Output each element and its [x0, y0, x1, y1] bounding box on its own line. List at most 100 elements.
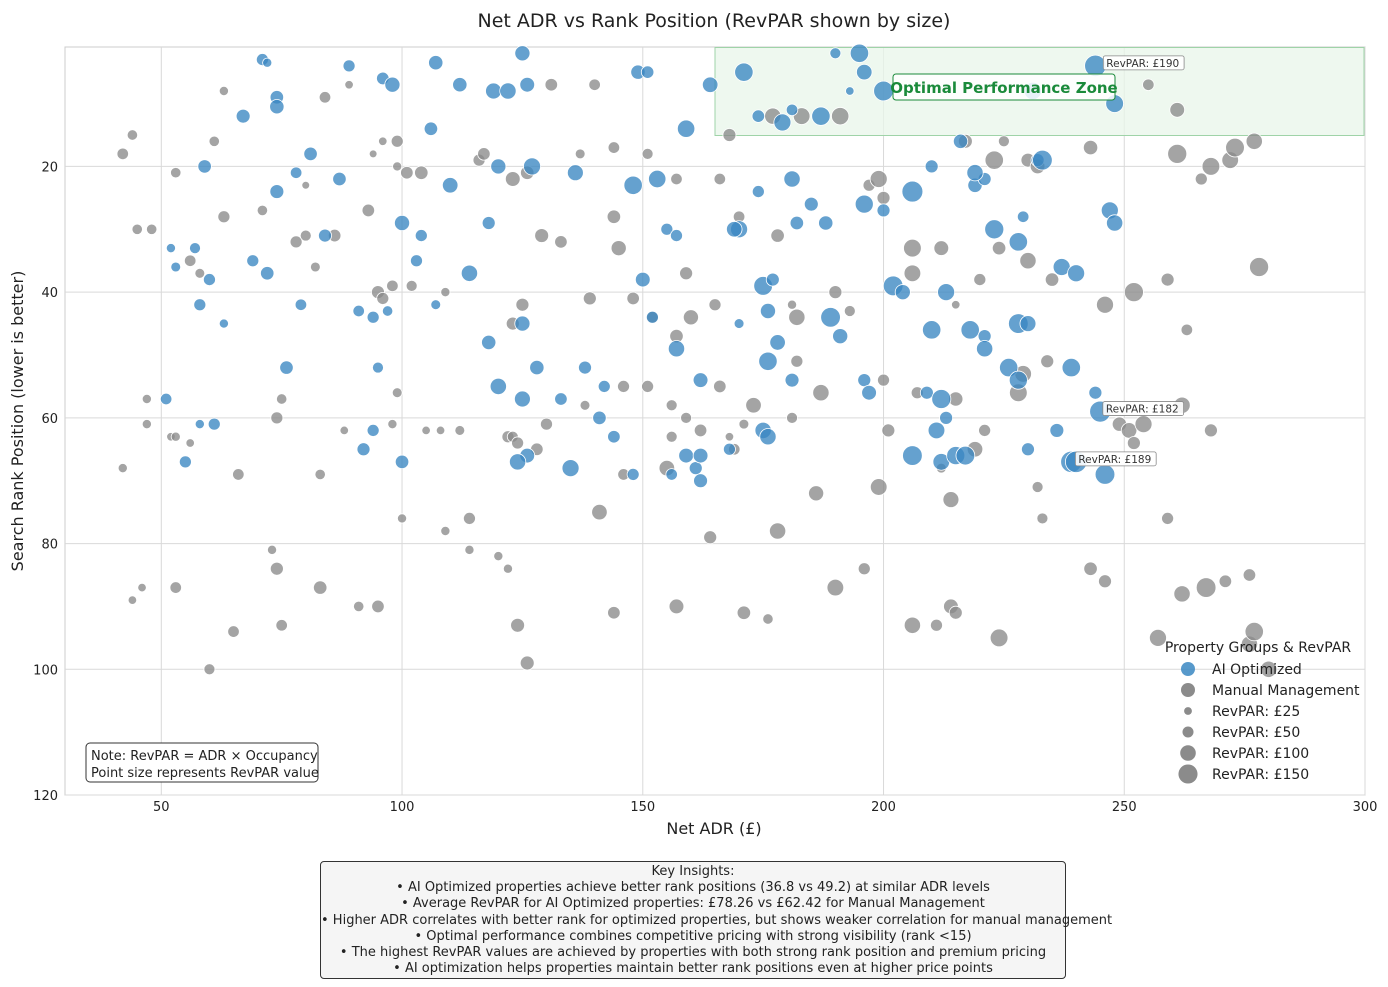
- manual-point: [414, 165, 429, 180]
- manual-point: [769, 522, 787, 540]
- ai-point: [645, 310, 659, 324]
- note-box: [85, 742, 319, 783]
- ai-point: [660, 222, 674, 236]
- manual-point: [930, 618, 943, 632]
- ai-point: [769, 334, 786, 351]
- chart-title: Net ADR vs Rank Position (RevPAR shown b…: [478, 10, 951, 32]
- manual-point: [116, 147, 129, 161]
- manual-point: [504, 171, 521, 187]
- manual-point: [933, 240, 950, 256]
- ai-point: [332, 171, 347, 187]
- ai-point: [1094, 464, 1116, 485]
- manual-point: [1096, 295, 1114, 314]
- manual-point: [390, 134, 404, 148]
- manual-point: [1161, 511, 1175, 525]
- ai-point: [901, 180, 924, 203]
- manual-point: [606, 209, 622, 224]
- ai-point: [592, 410, 607, 426]
- y-tick-label: 120: [33, 789, 58, 804]
- manual-point: [1194, 172, 1208, 186]
- manual-point: [540, 417, 553, 431]
- ai-point: [829, 47, 842, 60]
- manual-point: [454, 425, 466, 436]
- legend-label: RevPAR: £150: [1212, 767, 1309, 783]
- note-line: Note: RevPAR = ADR × Occupancy: [91, 749, 318, 764]
- ai-point: [876, 203, 891, 218]
- manual-point: [318, 91, 332, 104]
- ai-point: [481, 334, 497, 351]
- manual-point: [617, 379, 630, 393]
- manual-point: [392, 161, 403, 172]
- manual-point: [477, 147, 491, 161]
- ai-point: [758, 351, 778, 371]
- manual-point: [790, 354, 804, 368]
- ai-point: [623, 175, 643, 195]
- ai-point: [372, 361, 384, 374]
- manual-point: [826, 578, 845, 597]
- manual-point: [339, 425, 349, 436]
- manual-point: [208, 135, 220, 147]
- ai-point: [845, 86, 855, 96]
- manual-point: [270, 411, 284, 425]
- ai-point: [430, 299, 442, 311]
- ai-point: [692, 372, 709, 388]
- ai-point: [640, 65, 655, 79]
- ai-point: [1088, 385, 1103, 400]
- ai-point: [159, 392, 173, 406]
- manual-point: [903, 238, 922, 258]
- ai-point: [688, 461, 703, 476]
- legend-marker: [1181, 683, 1195, 697]
- ai-point: [523, 157, 541, 176]
- manual-point: [951, 300, 961, 310]
- manual-point: [1260, 660, 1278, 678]
- manual-point: [1180, 323, 1194, 337]
- ai-point: [499, 82, 517, 100]
- ai-point: [1016, 210, 1030, 223]
- ai-point: [519, 76, 536, 93]
- ai-point: [394, 214, 411, 232]
- ai-point: [751, 109, 766, 123]
- manual-point: [544, 78, 558, 92]
- y-tick-label: 100: [33, 663, 58, 678]
- manual-point: [857, 562, 871, 576]
- insight-line: • Average RevPAR for AI Optimized proper…: [401, 896, 985, 912]
- ai-point: [670, 229, 683, 243]
- ai-point: [509, 453, 527, 471]
- manual-point: [267, 544, 278, 555]
- manual-point: [435, 425, 446, 436]
- ai-point: [626, 467, 640, 481]
- ai-point: [952, 133, 969, 149]
- legend-label: AI Optimized: [1212, 662, 1302, 678]
- ai-point: [734, 62, 754, 82]
- ai-point: [678, 447, 694, 464]
- ai-point: [759, 428, 777, 446]
- insight-line: • Optimal performance combines competiti…: [414, 928, 972, 944]
- ai-point: [235, 108, 251, 124]
- legend-label: RevPAR: £100: [1212, 746, 1309, 762]
- ai-point: [566, 164, 584, 182]
- ai-point: [170, 261, 182, 273]
- manual-point: [828, 285, 843, 300]
- ai-point: [269, 184, 285, 199]
- x-axis-label: Net ADR (£): [666, 819, 761, 838]
- manual-point: [1249, 257, 1270, 277]
- manual-point: [762, 613, 774, 625]
- manual-point: [361, 203, 376, 218]
- manual-point: [1134, 415, 1153, 434]
- manual-point: [1040, 354, 1055, 369]
- manual-point: [314, 468, 326, 481]
- manual-point: [1142, 78, 1155, 91]
- manual-point: [397, 513, 408, 524]
- ai-point: [803, 196, 819, 212]
- ai-point: [693, 473, 708, 489]
- manual-point: [843, 305, 856, 317]
- ai-point: [937, 283, 956, 302]
- ai-point: [381, 305, 394, 317]
- manual-point: [493, 551, 504, 562]
- manual-point: [1123, 282, 1144, 303]
- ai-point: [203, 273, 216, 287]
- ai-point: [489, 377, 507, 396]
- ai-point: [1019, 315, 1037, 332]
- legend-label: RevPAR: £25: [1212, 704, 1300, 720]
- manual-point: [1098, 574, 1112, 589]
